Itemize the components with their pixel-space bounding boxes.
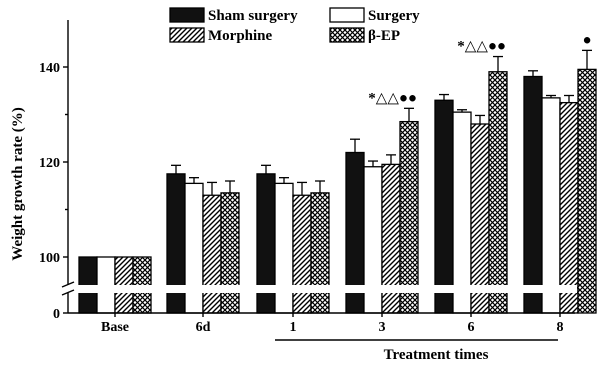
x-axis-title: Treatment times: [384, 347, 489, 363]
x-tick-label-0: Base: [101, 320, 129, 335]
legend-swatch-0: [169, 7, 205, 23]
bar-2-1: [202, 194, 222, 314]
bar-2-5: [559, 101, 579, 314]
bar-3-5: [577, 68, 597, 314]
y-axis-title: Weight growth rate (%): [10, 107, 26, 260]
significance-label-1: *△△●●: [457, 39, 506, 55]
bar-1-4: [452, 111, 472, 314]
axis-break-mark-bottom: [61, 289, 75, 296]
bar-3-2: [310, 192, 330, 314]
legend-label-1: Surgery: [368, 8, 420, 24]
significance-label-0: *△△●●: [368, 90, 417, 106]
legend-swatch-2: [169, 27, 205, 43]
x-tick-label-5: 8: [557, 320, 564, 335]
x-tick-label-3: 3: [379, 320, 386, 335]
legend-label-0: Sham surgery: [208, 8, 298, 24]
bar-0-5: [523, 75, 543, 314]
axis-break-gap: [58, 285, 577, 293]
bar-2-2: [292, 194, 312, 314]
bar-1-2: [274, 182, 294, 314]
bar-1-5: [541, 97, 561, 314]
bar-2-4: [470, 123, 490, 314]
x-tick-label-1: 6d: [196, 320, 211, 335]
bar-3-3: [399, 120, 419, 314]
axis-break-mark-top: [61, 281, 75, 288]
y-tick-label-0: 0: [53, 307, 60, 322]
bar-1-1: [184, 182, 204, 314]
y-tick-label-140: 140: [39, 61, 60, 76]
y-tick-label-120: 120: [39, 156, 60, 171]
legend-label-2: Morphine: [208, 28, 273, 44]
legend-swatch-1: [329, 7, 365, 23]
bar-3-1: [220, 192, 240, 314]
y-tick-label-100: 100: [39, 251, 60, 266]
bar-0-4: [434, 99, 454, 314]
legend-swatch-3: [329, 27, 365, 43]
x-tick-label-4: 6: [468, 320, 475, 335]
x-tick-label-2: 1: [290, 320, 297, 335]
bar-3-4: [488, 71, 508, 314]
significance-label-2: ●: [582, 32, 591, 48]
legend-label-3: β-EP: [368, 28, 400, 44]
